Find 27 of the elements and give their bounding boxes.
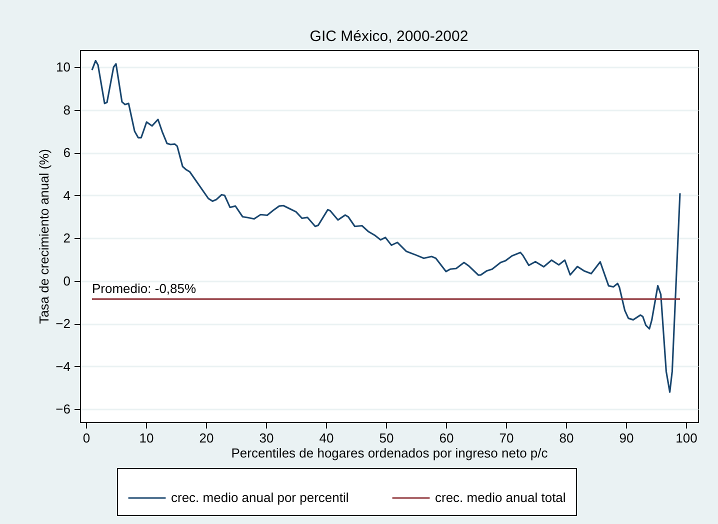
chart-title: GIC México, 2000-2002 [310,28,468,45]
legend-label: crec. medio anual por percentil [171,490,349,505]
y-tick-label: −4 [56,358,70,374]
y-tick-label: 10 [56,60,70,75]
x-tick-label: 60 [439,430,454,446]
x-tick-label: 50 [379,430,394,446]
annotation: Promedio: -0,85% [92,281,196,296]
y-tick-label: −2 [56,316,70,332]
y-tick-label: 6 [63,145,70,160]
x-tick-label: 40 [319,430,334,446]
x-tick-label: 20 [199,430,214,446]
legend-label: crec. medio anual total [435,490,566,505]
y-axis-title: Tasa de crecimiento anual (%) [36,149,52,324]
x-tick-label: 0 [82,430,90,446]
x-axis-title: Percentiles de hogares ordenados por ingreso neto p/c [231,446,548,460]
x-tick-label: 100 [676,430,698,446]
y-tick-label: −6 [56,402,70,417]
y-tick-label: 0 [63,273,70,288]
y-tick-label: 4 [63,188,70,203]
x-tick-label: 10 [139,430,154,446]
x-tick-label: 70 [499,430,514,446]
x-tick-label: 90 [619,430,634,446]
y-tick-label: 2 [63,230,70,246]
x-tick-label: 30 [259,430,274,446]
y-tick-label: 8 [63,102,70,118]
x-tick-label: 80 [559,430,574,446]
line-series [91,60,681,393]
